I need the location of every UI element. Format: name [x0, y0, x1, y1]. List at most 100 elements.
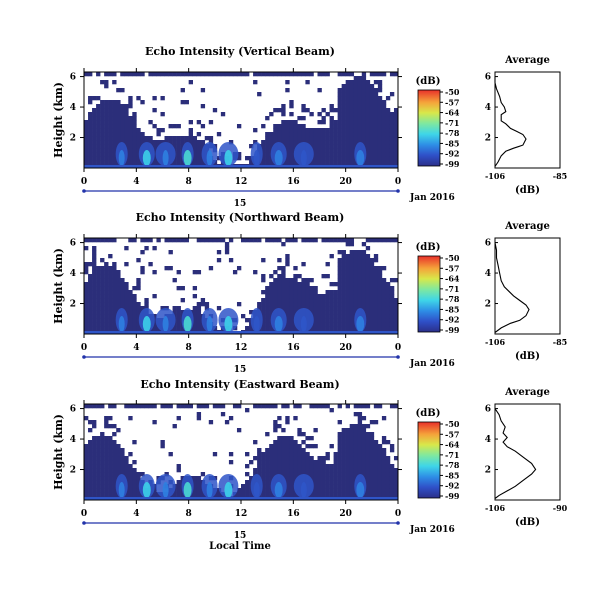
heatmap-cell [265, 306, 270, 311]
heatmap-cell [289, 112, 294, 117]
heatmap-cell [261, 278, 266, 283]
heatmap-cell [132, 472, 137, 477]
heatmap-cell [112, 460, 117, 465]
heatmap-cell [393, 160, 399, 165]
heatmap-cell [96, 448, 101, 453]
heatmap-cell [393, 238, 399, 243]
heatmap-cell [321, 488, 326, 493]
heatmap-cell [381, 314, 387, 319]
heatmap-cell [385, 108, 391, 113]
heatmap-cell [88, 322, 93, 327]
heatmap-cell [341, 108, 346, 113]
heatmap-cell [132, 72, 137, 77]
heatmap-cell [393, 488, 399, 493]
heatmap-cell [265, 448, 270, 453]
heatmap-cell [100, 270, 105, 275]
heatmap-cell [188, 132, 193, 137]
heatmap-cell [281, 242, 286, 247]
heatmap-cell [321, 160, 326, 165]
heatmap-cell [112, 306, 117, 311]
heatmap-cell [305, 80, 310, 85]
heatmap-cell [341, 326, 346, 331]
heatmap-cell [269, 448, 274, 453]
heatmap-cell [349, 448, 355, 453]
heatmap-cell [281, 286, 286, 291]
heatmap-cell [257, 460, 262, 465]
heatmap-cell [329, 326, 334, 331]
heatmap-cell [112, 294, 117, 299]
heatmap-cell [317, 88, 322, 93]
heatmap-cell [313, 160, 318, 165]
heatmap-cell [88, 464, 93, 469]
heatmap-cell [345, 314, 350, 319]
heatmap-cell [104, 266, 109, 271]
heatmap-cell [200, 72, 206, 77]
heatmap-cell [345, 404, 350, 409]
heatmap-cell [152, 144, 157, 149]
heatmap-cell [192, 476, 198, 481]
heatmap-cell [188, 128, 193, 133]
heatmap-cell [301, 108, 306, 113]
heatmap-cell [377, 128, 383, 133]
heatmap-cell [257, 238, 262, 243]
heatmap-cell [132, 116, 137, 121]
heatmap-cell [148, 238, 153, 243]
heatmap-cell [313, 290, 318, 295]
heatmap-cell [120, 464, 125, 469]
heatmap-cell [269, 456, 274, 461]
heatmap-cell [257, 452, 262, 457]
heatmap-cell [236, 404, 242, 409]
heatmap-cell [389, 476, 395, 481]
heatmap-cell [369, 258, 375, 263]
heatmap-cell [365, 282, 371, 287]
heatmap-cell [389, 278, 395, 283]
heatmap-cell [120, 116, 125, 121]
heatmap-cell [353, 436, 359, 441]
date-bar-end [396, 355, 400, 359]
heatmap-cell [357, 266, 363, 271]
heatmap-cell [84, 124, 89, 129]
heatmap-cell [345, 262, 350, 267]
heatmap-cell [184, 404, 189, 409]
heatmap-cell [309, 436, 314, 441]
heatmap-cell [357, 456, 363, 461]
heatmap-cell [285, 132, 290, 137]
heatmap-cell [389, 156, 395, 161]
heatmap-cell [285, 282, 290, 287]
heatmap-cell [369, 128, 375, 133]
heatmap-cell [341, 116, 346, 121]
heatmap-cell [337, 476, 342, 481]
heatmap-cell [329, 116, 334, 121]
heatmap-cell [377, 476, 383, 481]
heatmap-cell [285, 460, 290, 465]
colorbar-tick-label: -78 [445, 294, 460, 304]
heatmap-cell [152, 488, 157, 493]
heatmap-cell [289, 104, 294, 109]
heatmap-cell [104, 464, 109, 469]
heatmap-cell [160, 404, 165, 409]
heatmap-cell [377, 302, 383, 307]
heatmap-cell [389, 294, 395, 299]
profile-y-tick-label: 2 [485, 466, 491, 476]
heatmap-cell [341, 96, 346, 101]
heatmap-cell [196, 148, 202, 153]
heatmap-cell [92, 254, 97, 259]
heatmap-cell [301, 128, 306, 133]
heatmap-cell [353, 428, 359, 433]
echo-blob [356, 316, 365, 332]
heatmap-cell [377, 116, 383, 121]
heatmap-cell [100, 476, 105, 481]
heatmap-cell [341, 250, 346, 255]
heatmap-cell [365, 274, 371, 279]
heatmap-cell [333, 480, 338, 485]
heatmap-cell [337, 124, 342, 129]
heatmap-cell [333, 322, 338, 327]
heatmap-cell [317, 294, 322, 299]
heatmap-cell [156, 132, 161, 137]
heatmap-cell [136, 152, 141, 157]
heatmap-cell [84, 480, 89, 485]
heatmap-cell [273, 270, 278, 275]
heatmap-cell [337, 290, 342, 295]
heatmap-cell [128, 140, 133, 145]
heatmap-cell [112, 302, 117, 307]
